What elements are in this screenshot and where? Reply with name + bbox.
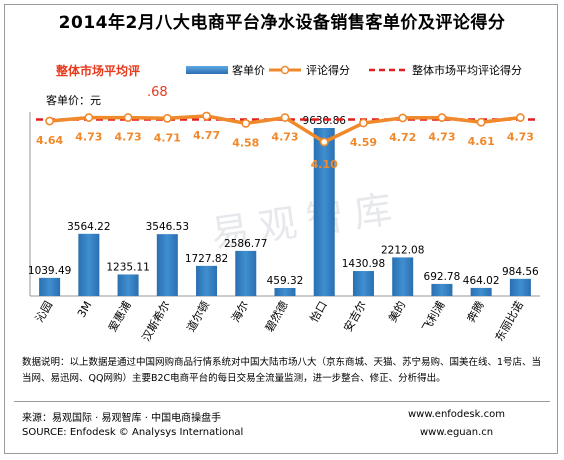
score-value-label: 4.73: [507, 131, 534, 144]
score-value-label: 4.77: [193, 129, 220, 142]
category-label: 美的: [385, 299, 408, 325]
footer-source-en: SOURCE: Enfodesk © Analysys Internationa…: [22, 427, 244, 438]
price-bar: [78, 233, 100, 296]
legend-item-avg: 整体市场平均评论得分: [368, 62, 522, 78]
score-value-label: 4.61: [468, 135, 495, 148]
price-value-label: 1727.82: [185, 253, 228, 265]
score-point: [280, 113, 290, 122]
legend-avg-label: 整体市场平均评论得分: [412, 64, 522, 77]
category-label: 汉斯希尔: [139, 299, 173, 344]
price-value-label: 2212.08: [381, 244, 424, 256]
category-label: 爱惠浦: [105, 299, 134, 335]
category-label: 沁园: [33, 299, 55, 325]
price-bar: [392, 257, 414, 296]
score-point: [123, 113, 133, 122]
category-label: 飞利浦: [420, 299, 448, 334]
score-value-label: 4.58: [232, 136, 259, 149]
category-label: 碧然德: [262, 299, 291, 335]
score-value-label: 4.73: [271, 131, 298, 144]
score-value-label: 4.71: [154, 131, 181, 144]
price-bar: [156, 234, 178, 296]
score-point: [476, 117, 486, 127]
chart-frame: [4, 4, 558, 454]
price-bar: [509, 278, 531, 296]
category-label: 3M: [75, 299, 95, 320]
score-point: [515, 113, 525, 122]
score-point: [398, 113, 408, 123]
score-point: [45, 116, 55, 126]
price-value-label: 464.02: [463, 275, 500, 287]
data-notes: 数据说明：以上数据是通过中国网购商品行情系统对中国大陆市场八大（京东商城、天猫、…: [22, 357, 542, 384]
score-point: [162, 113, 172, 123]
score-value-label: 4.10: [311, 158, 338, 171]
price-value-label: 692.78: [424, 271, 461, 283]
price-bar: [470, 287, 492, 296]
legend-bar-label: 客单价: [232, 64, 265, 77]
price-value-label: 984.56: [502, 266, 539, 278]
overall-avg-badge: 整体市场平均评: [56, 64, 141, 78]
legend-line-label: 评论得分: [306, 64, 350, 77]
price-value-label: 9630.86: [303, 115, 347, 127]
legend-bar-swatch: [186, 66, 228, 74]
price-bar: [274, 287, 296, 296]
score-point: [359, 118, 368, 128]
footer-source-cn: 来源：易观国际 · 易观智库 · 中国电商操盘手: [22, 413, 222, 424]
score-point: [241, 118, 251, 128]
category-label: 道尔顿: [184, 299, 213, 335]
price-bar: [431, 283, 453, 296]
price-bar: [313, 128, 335, 296]
price-value-label: 1039.49: [28, 265, 71, 277]
footer-separator: [14, 401, 550, 402]
footer-url-eguan[interactable]: www.eguan.cn: [420, 427, 494, 438]
price-bar: [39, 277, 61, 296]
score-value-label: 4.72: [389, 131, 416, 144]
category-label: 安吉尔: [340, 299, 369, 335]
unit-label: 客单价：元: [46, 94, 101, 107]
price-value-label: 1235.11: [106, 261, 149, 273]
price-value-label: 3546.53: [146, 221, 189, 233]
legend-item-line: 评论得分: [268, 62, 350, 78]
legend-item-bar: 客单价: [186, 62, 265, 78]
score-value-label: 4.73: [75, 131, 102, 144]
price-value-label: 3564.22: [67, 221, 110, 233]
price-value-label: 1430.98: [342, 258, 385, 270]
score-point: [319, 137, 329, 147]
price-bar: [235, 250, 257, 296]
price-bar: [117, 274, 139, 296]
score-point: [84, 113, 94, 122]
price-bar: [196, 265, 218, 296]
chart-title: 2014年2月八大电商平台净水设备销售客单价及评论得分: [58, 13, 506, 33]
score-value-label: 4.59: [350, 136, 377, 149]
price-bar: [352, 271, 374, 296]
price-value-label: 459.32: [267, 275, 304, 287]
category-label: 怡口: [307, 299, 330, 325]
category-label: 奔腾: [464, 299, 487, 325]
score-point: [202, 111, 211, 121]
price-value-label: 2586.77: [224, 238, 267, 250]
category-label: 海尔: [228, 299, 251, 325]
score-point: [437, 113, 447, 122]
legend-line-swatch: [269, 65, 301, 75]
category-label: 东丽比诺: [493, 299, 526, 344]
score-value-label: 4.73: [428, 131, 455, 144]
score-value-label: 4.73: [115, 131, 142, 144]
legend-avg-swatch: [369, 68, 407, 72]
score-value-label: 4.64: [36, 134, 63, 147]
overall-avg-value: .68: [147, 85, 168, 100]
footer-url-enfodesk[interactable]: www.enfodesk.com: [408, 409, 505, 420]
